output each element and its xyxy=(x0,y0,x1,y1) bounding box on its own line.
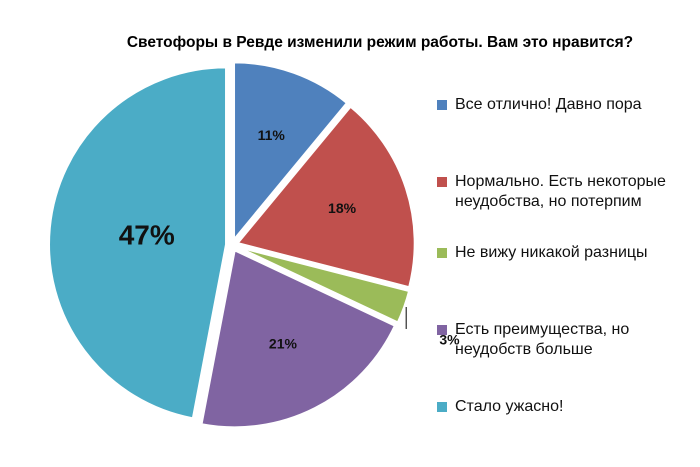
pie-slice xyxy=(233,61,349,243)
legend-swatch xyxy=(437,402,447,412)
legend-label: Нормально. Есть некоторые неудобства, но… xyxy=(455,173,666,210)
slice-data-label: 11% xyxy=(258,127,286,143)
legend-swatch xyxy=(437,248,447,258)
slice-data-label: 21% xyxy=(269,336,298,352)
legend-label: Есть преимущества, но неудобств больше xyxy=(455,321,630,358)
legend-swatch xyxy=(437,100,447,110)
pie-slice xyxy=(237,246,411,324)
legend-label: Все отлично! Давно пора xyxy=(455,96,642,113)
legend-label: Стало ужасно! xyxy=(455,398,564,415)
legend-swatch xyxy=(437,325,447,335)
pie-slice xyxy=(200,248,397,429)
legend-swatch xyxy=(437,177,447,187)
slice-data-label: 18% xyxy=(328,200,357,216)
pie-slice xyxy=(48,66,228,420)
slice-data-label: 3% xyxy=(439,332,460,348)
chart-title: Светофоры в Ревде изменили режим работы.… xyxy=(126,34,634,51)
legend-label: Не вижу никакой разницы xyxy=(455,244,648,261)
pie-slice xyxy=(235,105,416,289)
slice-data-label: 47% xyxy=(119,219,175,250)
